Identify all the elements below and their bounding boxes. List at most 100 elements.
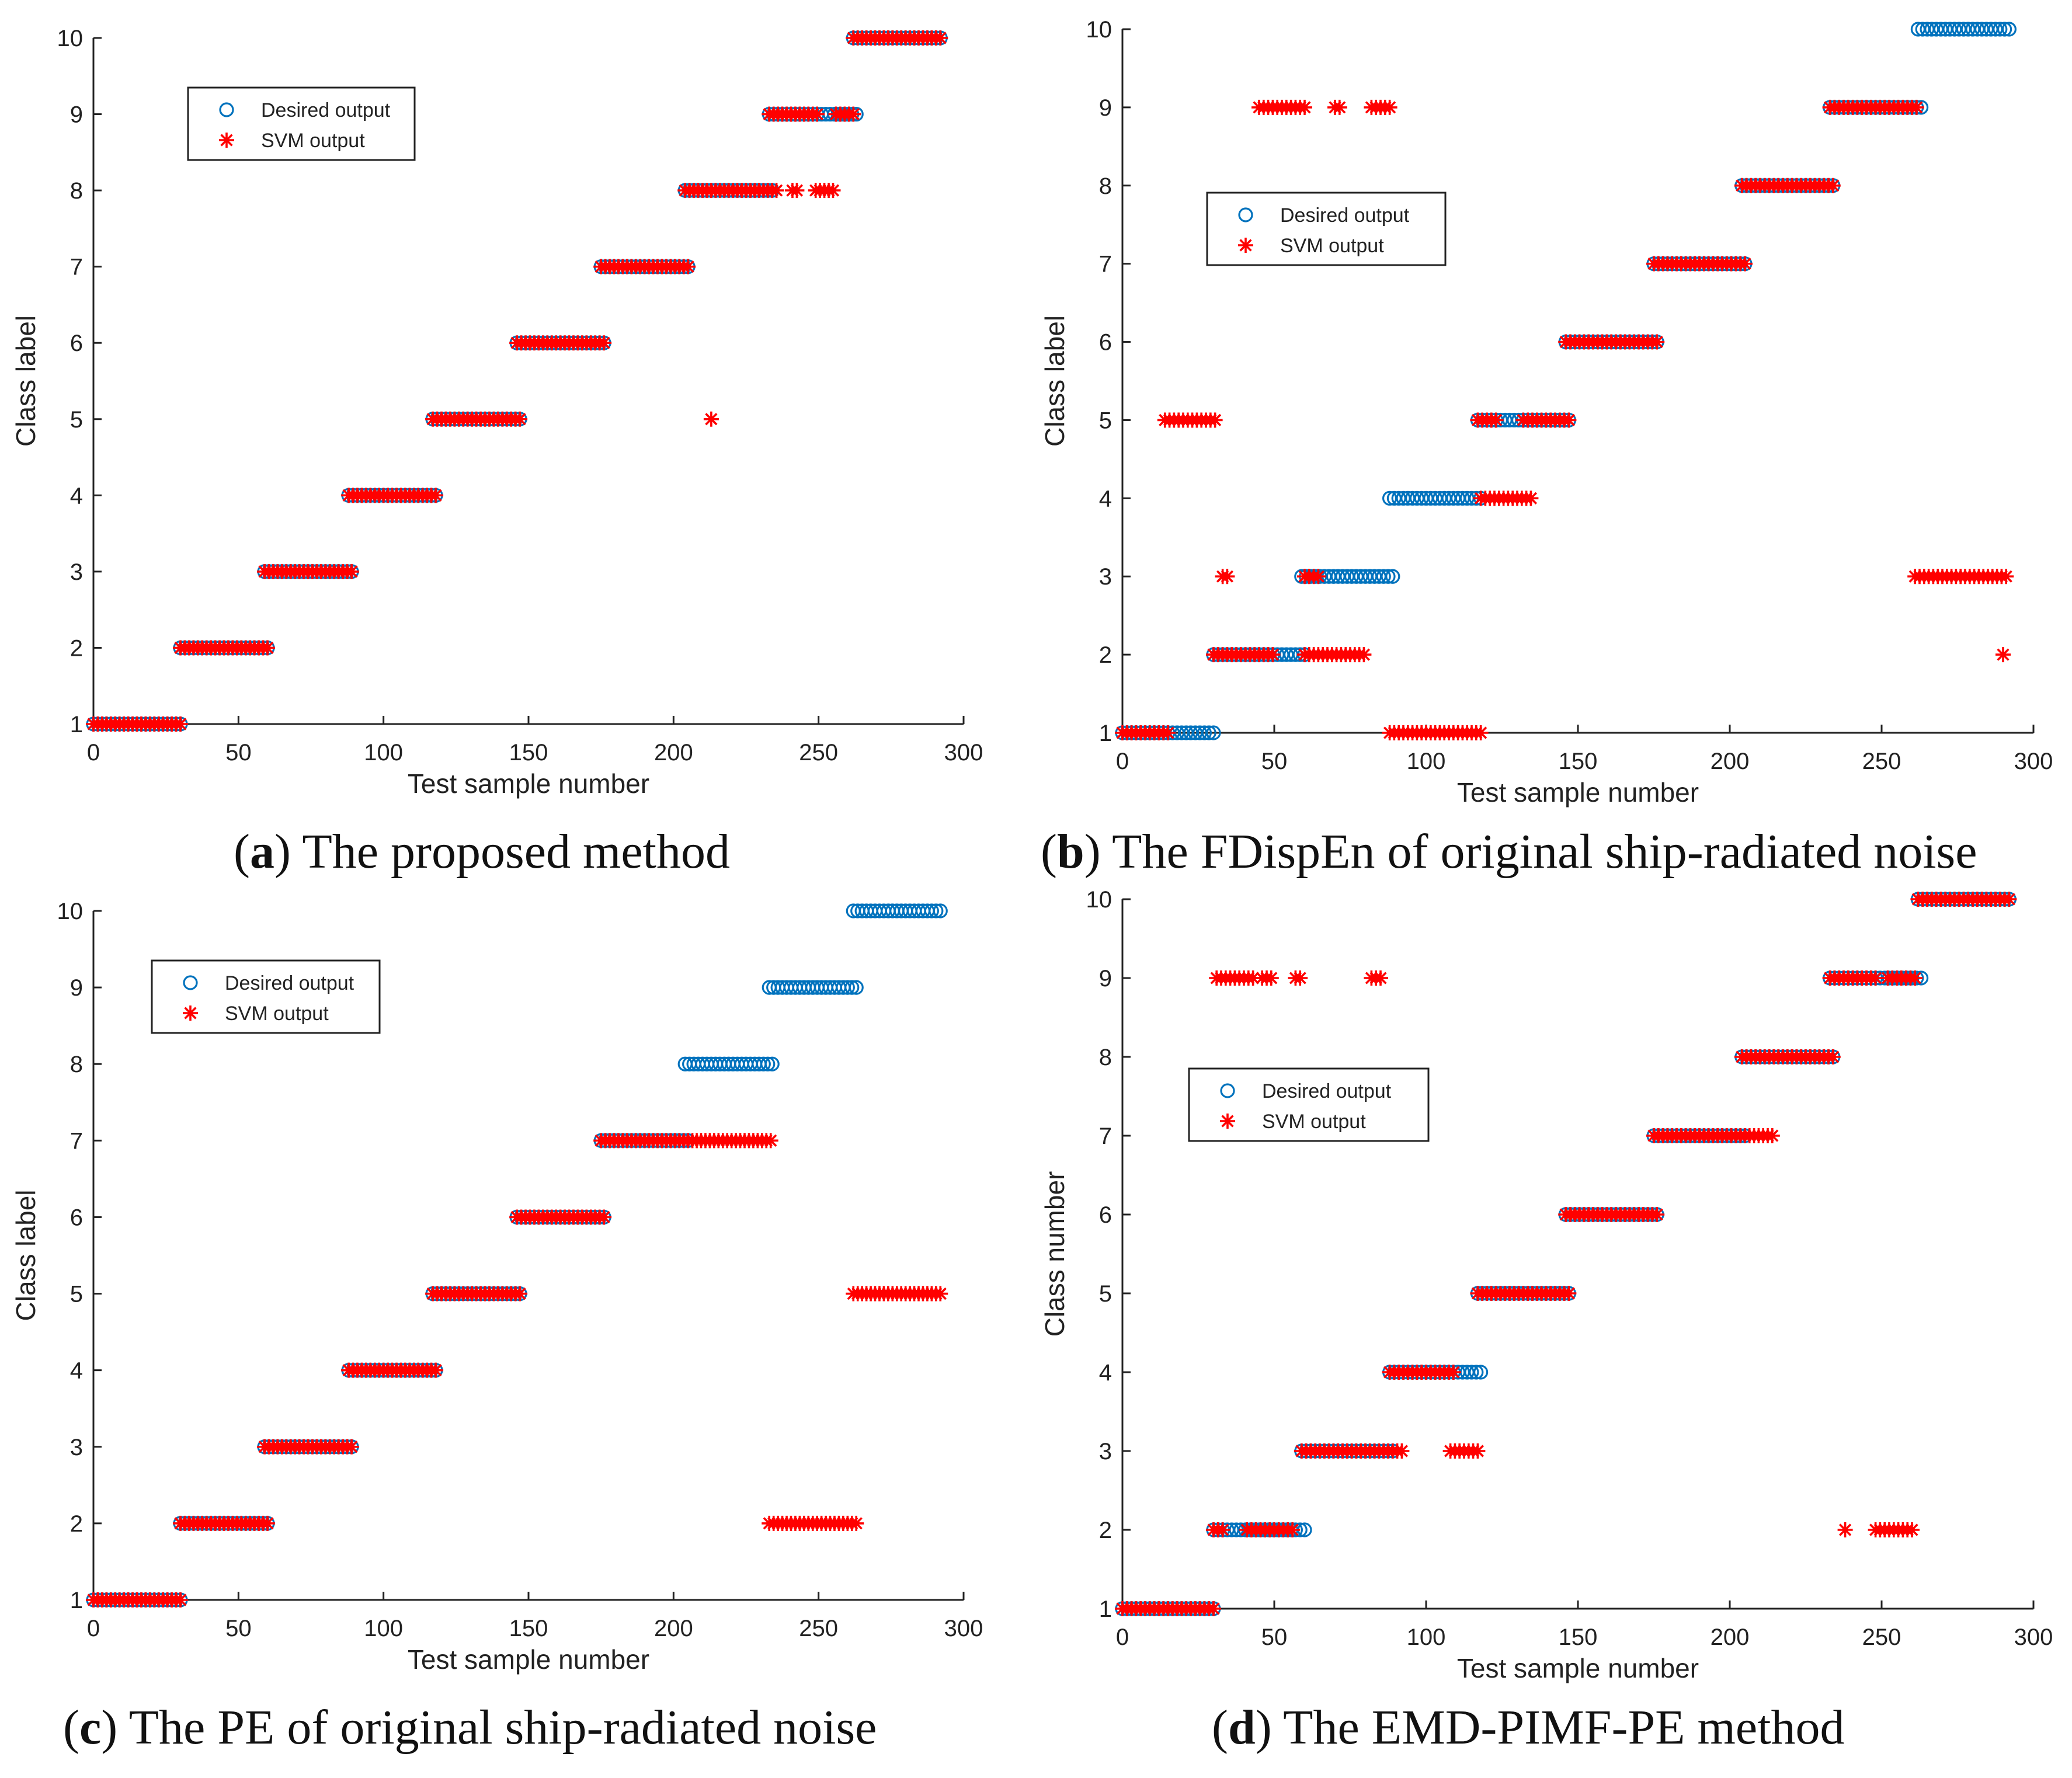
y-tick-label: 4 — [70, 1358, 83, 1384]
desired-output-point — [1197, 725, 1212, 740]
svm-output-point — [1868, 970, 1883, 986]
legend-svm-label: SVM output — [1280, 235, 1384, 257]
x-tick-label: 100 — [364, 1616, 403, 1641]
y-tick-label: 10 — [1086, 887, 1113, 913]
x-tick-label: 300 — [944, 740, 983, 766]
svm-output-point — [173, 716, 188, 732]
x-tick-label: 50 — [1261, 749, 1288, 774]
y-tick-label: 8 — [1099, 1045, 1112, 1070]
svm-output-point — [1825, 1049, 1841, 1064]
svm-output-point — [1285, 1522, 1301, 1537]
svm-output-point — [1470, 1443, 1486, 1459]
svm-output-point — [1649, 1207, 1665, 1222]
x-tick-label: 50 — [1261, 1624, 1288, 1650]
x-axis-title: Test sample number — [408, 768, 649, 799]
svm-output-point — [1297, 99, 1312, 115]
desired-output-point — [764, 1056, 780, 1071]
y-tick-label: 5 — [1099, 408, 1112, 433]
svm-output-point — [344, 1439, 360, 1455]
legend-desired-marker — [219, 102, 234, 117]
legend: Desired output SVM output — [187, 86, 416, 161]
y-tick-label: 1 — [1099, 721, 1112, 746]
x-tick-label: 150 — [1559, 1624, 1598, 1650]
x-tick-label: 50 — [225, 740, 252, 766]
desired-output-series — [1115, 892, 2017, 1616]
svm-output-point — [512, 1286, 528, 1302]
x-tick-label: 300 — [944, 1616, 983, 1641]
caption-c: (c) The PE of original ship-radiated noi… — [63, 1700, 877, 1755]
y-tick-label: 2 — [70, 635, 83, 661]
legend-desired-marker — [183, 975, 198, 990]
desired-output-point — [1206, 725, 1221, 740]
desired-output-point — [933, 903, 948, 918]
svm-output-point — [1995, 647, 2011, 663]
y-tick-label: 9 — [1099, 966, 1112, 991]
svm-output-point — [260, 640, 275, 656]
x-tick-label: 200 — [1711, 749, 1750, 774]
desired-output-point — [1201, 725, 1216, 740]
y-tick-label: 6 — [70, 330, 83, 356]
x-tick-label: 0 — [87, 1616, 100, 1641]
svm-output-point — [1207, 412, 1223, 428]
caption-a: (a) The proposed method — [234, 824, 730, 879]
legend: Desired output SVM output — [1188, 1067, 1430, 1142]
x-tick-label: 250 — [1862, 1624, 1901, 1650]
desired-output-point — [756, 1056, 771, 1071]
y-tick-label: 5 — [1099, 1281, 1112, 1307]
y-tick-label: 9 — [1099, 95, 1112, 121]
svm-output-point — [1215, 1522, 1230, 1537]
legend-svm-marker — [1238, 238, 1253, 253]
legend-desired-label: Desired output — [1262, 1080, 1392, 1102]
desired-output-point — [849, 980, 864, 995]
chart-panel-a: 0 50 100 150 200 250 300 1 2 3 4 5 6 7 8 9 10 Test sample… — [0, 0, 1036, 829]
y-axis-title: Class number — [1040, 1171, 1070, 1337]
svm-output-point — [763, 1133, 778, 1149]
desired-output-point — [1385, 569, 1400, 584]
chart-c-svg: 0 50 100 150 200 250 300 1 2 3 4 5 6 7 8 9 10 Test sample… — [11, 899, 983, 1675]
x-tick-label: 250 — [799, 1616, 838, 1641]
x-tick-label: 100 — [1407, 749, 1446, 774]
x-tick-label: 250 — [1862, 749, 1901, 774]
desired-output-point — [1381, 569, 1396, 584]
svm-output-point — [680, 259, 696, 274]
y-tick-label: 3 — [1099, 564, 1112, 590]
y-tick-label: 7 — [1099, 1123, 1112, 1149]
y-tick-label: 10 — [57, 899, 84, 924]
desired-output-point — [840, 980, 855, 995]
y-tick-label: 3 — [70, 559, 83, 585]
chart-d-svg: 0 50 100 150 200 250 300 1 2 3 4 5 6 7 8 9 10 Test sample… — [1040, 887, 2053, 1683]
y-tick-label: 9 — [70, 975, 83, 1001]
svm-output-point — [512, 411, 528, 427]
svm-output-point — [1825, 178, 1841, 193]
caption-b-letter: b — [1056, 824, 1084, 879]
svm-output-series — [86, 30, 948, 732]
svm-output-point — [933, 30, 948, 46]
desired-output-point — [1376, 569, 1391, 584]
chart-panel-d: 0 50 100 150 200 250 300 1 2 3 4 5 6 7 8 9 10 Test sample… — [1036, 887, 2072, 1711]
svm-output-point — [1206, 1601, 1221, 1616]
caption-a-letter: a — [249, 824, 274, 879]
y-tick-label: 9 — [70, 102, 83, 128]
svm-output-point — [1331, 99, 1347, 115]
x-tick-label: 200 — [1711, 1624, 1750, 1650]
svm-output-point — [846, 106, 861, 122]
y-tick-label: 7 — [1099, 252, 1112, 277]
svm-output-point — [596, 1209, 612, 1225]
y-tick-label: 7 — [70, 1128, 83, 1154]
desired-output-point — [1997, 22, 2012, 37]
y-tick-label: 3 — [1099, 1439, 1112, 1464]
svm-output-point — [1160, 725, 1176, 740]
svm-output-point — [789, 183, 805, 199]
svm-output-point — [428, 488, 444, 503]
caption-b: (b) The FDispEn of original ship-radiate… — [1041, 824, 1977, 879]
svm-output-point — [596, 335, 612, 351]
x-axis-title: Test sample number — [1457, 777, 1699, 808]
x-tick-label: 0 — [1116, 1624, 1129, 1650]
y-tick-label: 3 — [70, 1435, 83, 1460]
y-tick-label: 6 — [1099, 330, 1112, 356]
svm-output-point — [1292, 970, 1308, 986]
chart-a-svg: 0 50 100 150 200 250 300 1 2 3 4 5 6 7 8 9 10 Test sample… — [11, 26, 983, 799]
svm-output-point — [1837, 1522, 1853, 1537]
desired-output-point — [1469, 1365, 1484, 1380]
legend-desired-marker — [1238, 207, 1253, 222]
